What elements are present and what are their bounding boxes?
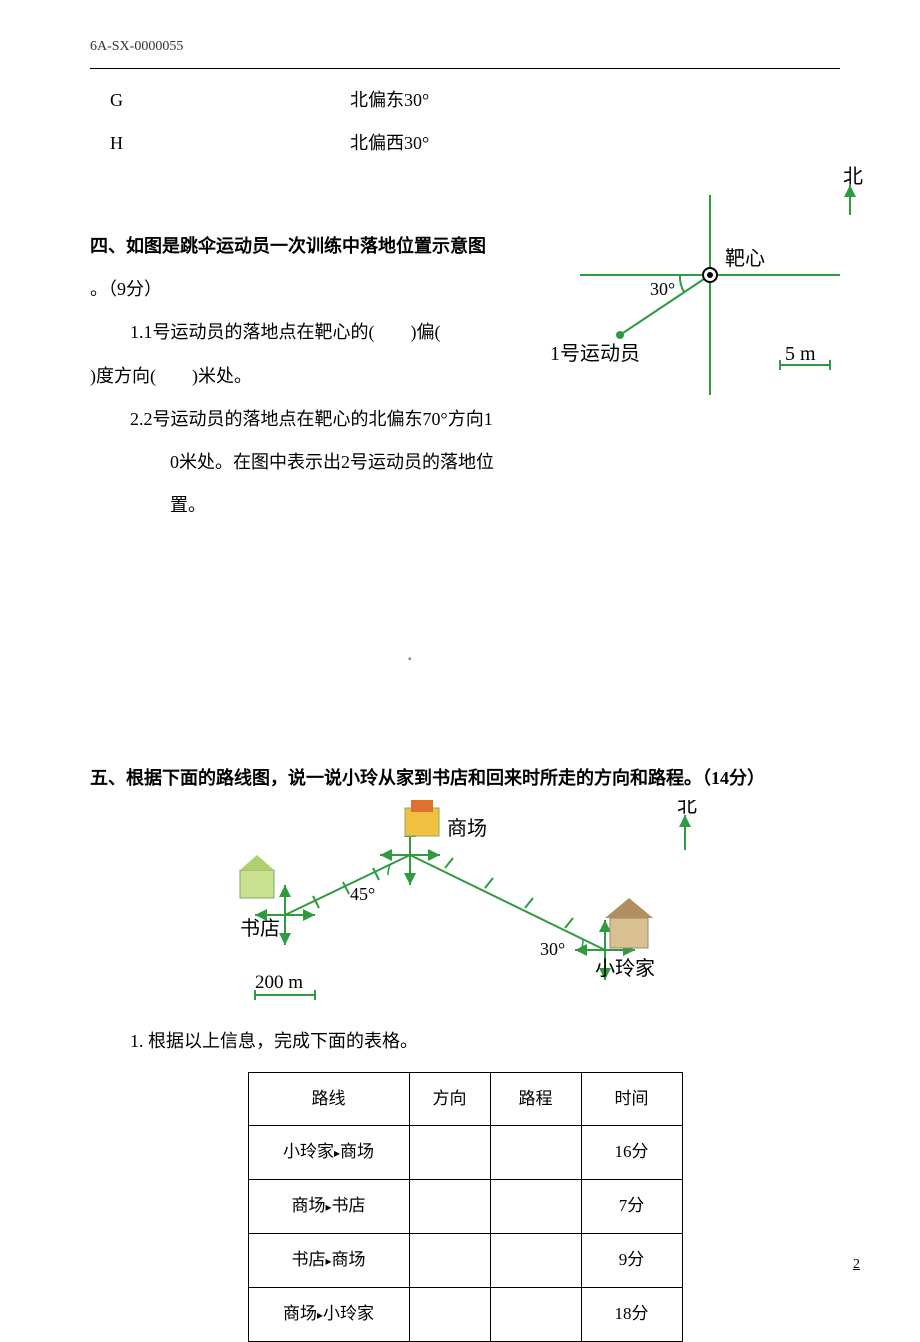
q4-north-label: 北 xyxy=(843,165,863,188)
cell-dir xyxy=(409,1287,490,1341)
q5-scale-label: 200 m xyxy=(255,972,303,993)
table-row: 商场▸小玲家 18分 xyxy=(248,1287,682,1341)
row-h-text: 北偏西30° xyxy=(350,122,429,165)
q4-angle-label: 30° xyxy=(650,279,675,299)
th-dist: 路程 xyxy=(490,1072,581,1126)
cursor-mark: ▪ xyxy=(408,648,414,662)
q4-line2-cont: 0米处。在图中表示出2号运动员的落地位置。 xyxy=(170,441,510,527)
row-h-letter: H xyxy=(110,122,350,165)
q5-angle30: 30° xyxy=(540,939,565,959)
cell-time: 9分 xyxy=(581,1234,682,1288)
q4-scale-label: 5 m xyxy=(785,343,816,365)
q5-home-label: 小玲家 xyxy=(595,957,655,980)
cell-dir xyxy=(409,1234,490,1288)
cell-time: 16分 xyxy=(581,1126,682,1180)
cell-route: 小玲家▸商场 xyxy=(248,1126,409,1180)
th-time: 时间 xyxy=(581,1072,682,1126)
page-number: 2 xyxy=(853,1248,860,1282)
q5-bookstore-label: 书店 xyxy=(240,917,280,940)
q5-angle45: 45° xyxy=(350,884,375,904)
table-header-row: 路线 方向 路程 时间 xyxy=(248,1072,682,1126)
bookstore-icon xyxy=(240,855,274,898)
q5-diagram: 北 商场 书店 小玲家 45° 30° 200 m xyxy=(185,800,745,1020)
cell-route: 商场▸书店 xyxy=(248,1180,409,1234)
cell-time: 18分 xyxy=(581,1287,682,1341)
q5-table-intro: 1. 根据以上信息，完成下面的表格。 xyxy=(130,1020,840,1063)
q4-title-text: 四、如图是跳伞运动员一次训练中落地位置示意图 xyxy=(90,236,486,256)
table-row: 书店▸商场 9分 xyxy=(248,1234,682,1288)
q4-athlete-label: 1号运动员 xyxy=(550,342,640,365)
q5-title: 五、根据下面的路线图，说一说小玲从家到书店和回来时所走的方向和路程。（14分） xyxy=(90,757,840,800)
q4-line1: 1.1号运动员的落地点在靶心的( )偏( xyxy=(130,311,510,354)
cell-dist xyxy=(490,1180,581,1234)
q5-mall-label: 商场 xyxy=(447,817,487,840)
header-id: 6A-SX-0000055 xyxy=(90,30,840,69)
cell-dist xyxy=(490,1126,581,1180)
cell-dir xyxy=(409,1180,490,1234)
row-g-letter: G xyxy=(110,79,350,122)
q4-center-label: 靶心 xyxy=(725,247,765,270)
cell-time: 7分 xyxy=(581,1180,682,1234)
mall-icon xyxy=(405,800,439,836)
th-dir: 方向 xyxy=(409,1072,490,1126)
route-table: 路线 方向 路程 时间 小玲家▸商场 16分 商场▸书店 7分 书店▸商场 9分… xyxy=(248,1072,683,1342)
th-route: 路线 xyxy=(248,1072,409,1126)
table-row: 商场▸书店 7分 xyxy=(248,1180,682,1234)
q4-line1-cont: )度方向( )米处。 xyxy=(90,355,510,398)
row-h: H 北偏西30° xyxy=(110,122,840,165)
home-icon xyxy=(605,898,653,948)
q4-line2: 2.2号运动员的落地点在靶心的北偏东70°方向1 xyxy=(130,398,510,441)
cell-dir xyxy=(409,1126,490,1180)
q4-diagram: 北 靶心 30° 1号运动员 5 m xyxy=(490,165,870,425)
row-g: G 北偏东30° xyxy=(110,79,840,122)
table-row: 小玲家▸商场 16分 xyxy=(248,1126,682,1180)
cell-route: 商场▸小玲家 xyxy=(248,1287,409,1341)
row-g-text: 北偏东30° xyxy=(350,79,429,122)
q5-north-label: 北 xyxy=(677,800,697,817)
cell-route: 书店▸商场 xyxy=(248,1234,409,1288)
cell-dist xyxy=(490,1287,581,1341)
cell-dist xyxy=(490,1234,581,1288)
